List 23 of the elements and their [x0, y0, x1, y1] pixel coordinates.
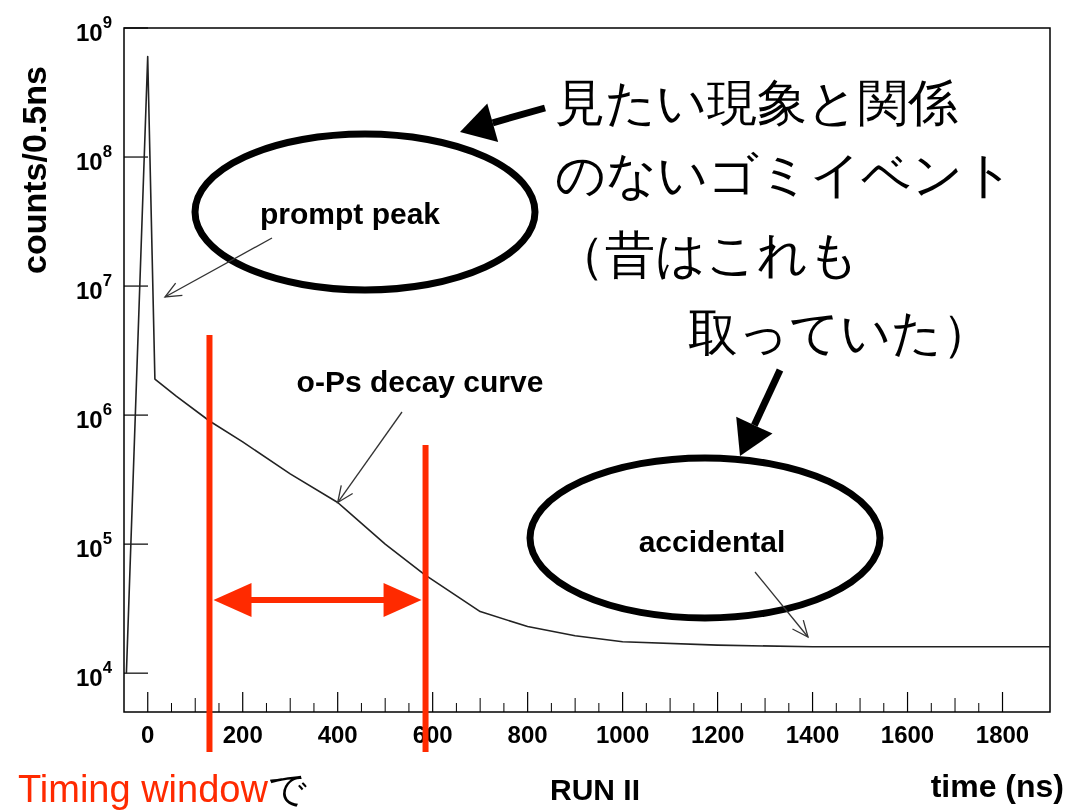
y-tick-label: 10$^{9}$ — [75, 13, 112, 46]
x-tick-label: 800 — [507, 721, 548, 748]
x-tick-label: 0 — [141, 721, 155, 748]
annotation: 見たい現象と関係のないゴミイベント（昔はこれも取っていた） — [555, 74, 1014, 362]
x-axis-title: time (ns) — [930, 768, 1064, 804]
text: RUN II — [550, 773, 640, 806]
annotation: prompt peak — [259, 197, 441, 230]
x-tick-label: 1200 — [690, 721, 745, 748]
annotation: accidental — [638, 525, 786, 558]
x-tick-label: 1000 — [595, 721, 650, 748]
x-tick-label: 1400 — [785, 721, 840, 748]
y-tick-label: 10$^{4}$ — [75, 658, 113, 691]
y-tick-label: 10$^{7}$ — [75, 271, 112, 304]
text: Timing windowで — [18, 767, 307, 810]
x-tick-label: 1800 — [975, 721, 1030, 748]
y-tick-label: 10$^{6}$ — [75, 400, 112, 433]
x-tick-label: 200 — [222, 721, 263, 748]
y-tick-label: 10$^{8}$ — [75, 142, 112, 175]
y-axis-title: counts/0.5ns — [15, 66, 53, 274]
annotation: o-Ps decay curve — [296, 365, 544, 398]
x-tick-label: 400 — [317, 721, 358, 748]
x-tick-label: 1600 — [880, 721, 935, 748]
y-tick-label: 10$^{5}$ — [75, 529, 112, 562]
